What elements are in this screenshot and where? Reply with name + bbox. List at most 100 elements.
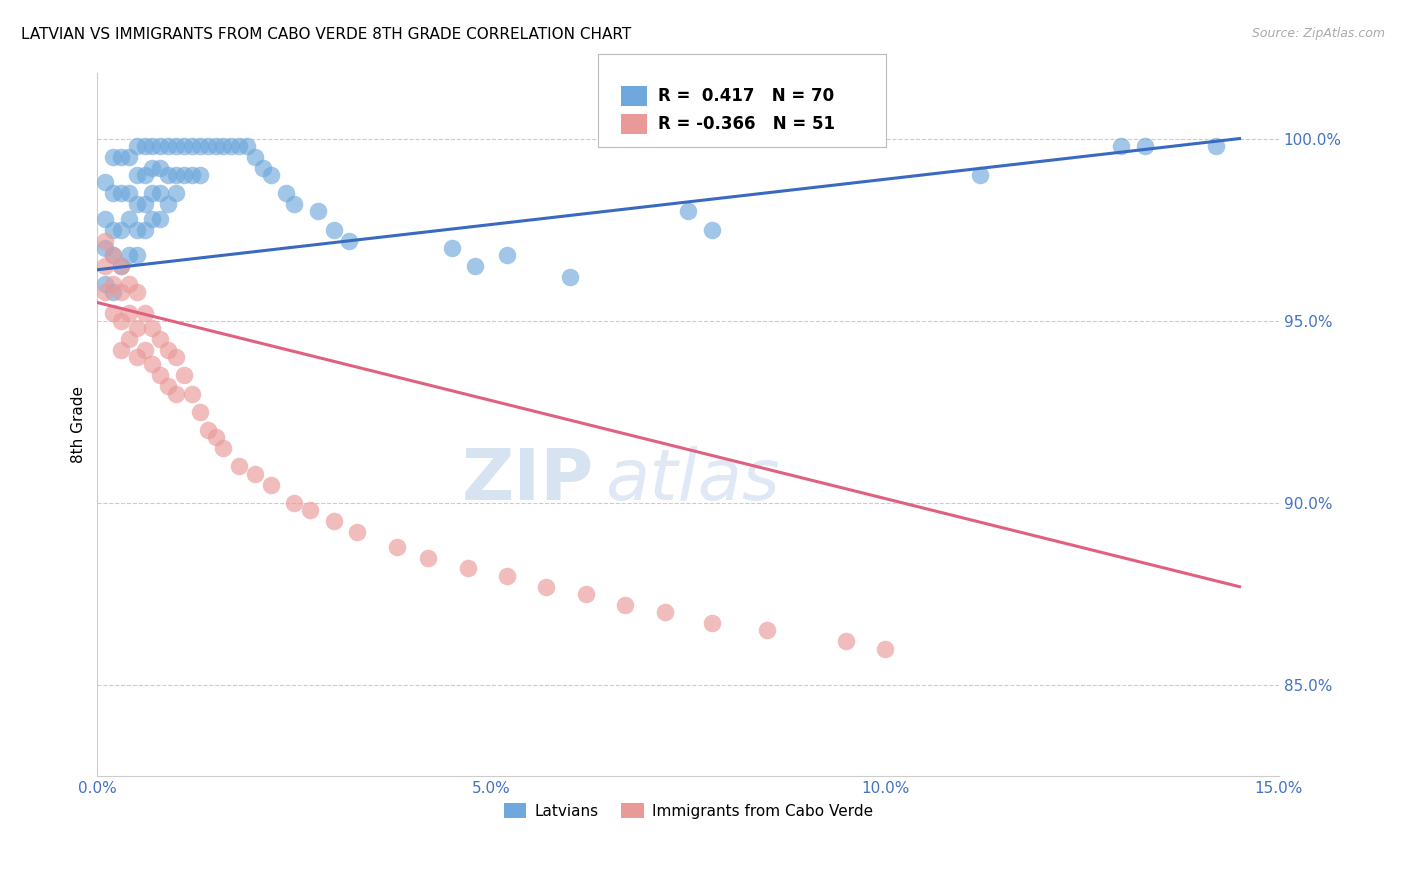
Point: [165, 168, 187, 182]
Point: [173, 368, 195, 383]
Text: R = -0.366   N = 51: R = -0.366 N = 51: [658, 115, 835, 133]
Point: [219, 139, 242, 153]
Point: [149, 368, 172, 383]
Point: [149, 139, 172, 153]
Point: [873, 641, 896, 656]
Text: LATVIAN VS IMMIGRANTS FROM CABO VERDE 8TH GRADE CORRELATION CHART: LATVIAN VS IMMIGRANTS FROM CABO VERDE 8T…: [21, 27, 631, 42]
Point: [496, 568, 519, 582]
Point: [141, 161, 163, 175]
Legend: Latvians, Immigrants from Cabo Verde: Latvians, Immigrants from Cabo Verde: [498, 797, 879, 825]
Point: [259, 168, 281, 182]
Point: [180, 139, 202, 153]
Point: [149, 211, 172, 226]
Point: [101, 150, 124, 164]
Point: [125, 139, 148, 153]
Point: [188, 139, 211, 153]
Point: [1133, 139, 1156, 153]
Point: [157, 139, 180, 153]
Point: [307, 204, 329, 219]
Y-axis label: 8th Grade: 8th Grade: [72, 386, 86, 463]
Point: [141, 358, 163, 372]
Point: [700, 616, 723, 631]
Point: [575, 587, 598, 601]
Point: [322, 514, 344, 528]
Point: [101, 306, 124, 320]
Point: [141, 186, 163, 201]
Point: [322, 222, 344, 236]
Point: [125, 248, 148, 262]
Point: [496, 248, 519, 262]
Point: [110, 259, 132, 273]
Point: [418, 550, 440, 565]
Point: [141, 139, 163, 153]
Point: [197, 423, 219, 437]
Point: [1111, 139, 1133, 153]
Point: [243, 150, 266, 164]
Point: [110, 285, 132, 299]
Point: [134, 306, 156, 320]
Point: [157, 379, 180, 393]
Point: [110, 150, 132, 164]
Point: [118, 248, 141, 262]
Point: [125, 168, 148, 182]
Point: [440, 241, 463, 255]
Text: atlas: atlas: [606, 446, 780, 516]
Point: [110, 222, 132, 236]
Point: [101, 248, 124, 262]
Point: [654, 605, 676, 619]
Point: [118, 150, 141, 164]
Point: [94, 277, 117, 292]
Point: [385, 540, 408, 554]
Point: [118, 277, 141, 292]
Point: [614, 598, 637, 612]
Point: [755, 624, 778, 638]
Point: [125, 222, 148, 236]
Point: [157, 197, 180, 211]
Point: [125, 321, 148, 335]
Point: [141, 321, 163, 335]
Point: [134, 139, 156, 153]
Point: [110, 259, 132, 273]
Point: [94, 259, 117, 273]
Point: [149, 161, 172, 175]
Point: [173, 168, 195, 182]
Point: [110, 186, 132, 201]
Point: [118, 211, 141, 226]
Point: [118, 332, 141, 346]
Point: [259, 477, 281, 491]
Point: [299, 503, 322, 517]
Point: [236, 139, 259, 153]
Point: [94, 241, 117, 255]
Point: [188, 405, 211, 419]
Point: [101, 222, 124, 236]
Point: [276, 186, 298, 201]
Point: [228, 139, 250, 153]
Point: [94, 285, 117, 299]
Point: [1205, 139, 1227, 153]
Point: [101, 186, 124, 201]
Point: [134, 343, 156, 357]
Point: [212, 139, 235, 153]
Point: [165, 386, 187, 401]
Point: [283, 197, 305, 211]
Point: [969, 168, 991, 182]
Point: [118, 186, 141, 201]
Point: [157, 343, 180, 357]
Point: [339, 234, 361, 248]
Point: [149, 186, 172, 201]
Point: [197, 139, 219, 153]
Point: [101, 277, 124, 292]
Point: [558, 270, 581, 285]
Point: [101, 285, 124, 299]
Point: [94, 234, 117, 248]
Point: [536, 580, 558, 594]
Point: [204, 430, 226, 444]
Point: [134, 222, 156, 236]
Point: [346, 524, 368, 539]
Text: Source: ZipAtlas.com: Source: ZipAtlas.com: [1251, 27, 1385, 40]
Point: [283, 496, 305, 510]
Point: [457, 561, 479, 575]
Point: [252, 161, 274, 175]
Point: [125, 350, 148, 364]
Point: [676, 204, 699, 219]
